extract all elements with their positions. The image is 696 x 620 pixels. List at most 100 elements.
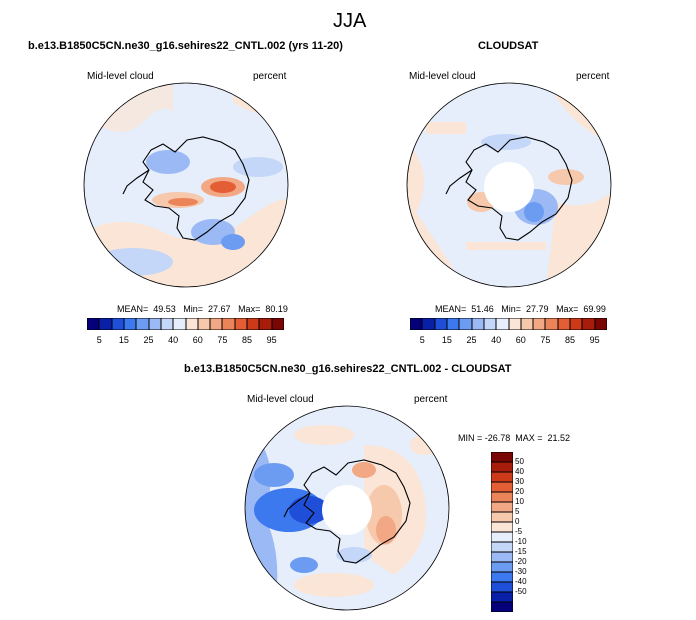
colorbar-swatch <box>491 592 513 602</box>
colorbar-swatch <box>148 318 161 330</box>
obs-colorbar-ticks: 5 15 25 40 60 75 85 95 <box>410 335 607 347</box>
colorbar-swatch <box>491 602 513 612</box>
colorbar-swatch <box>570 318 583 330</box>
colorbar-tick-label: 0 <box>515 517 520 526</box>
colorbar-swatch <box>491 542 513 552</box>
obs-panel-title: CLOUDSAT <box>478 40 539 52</box>
colorbar-swatch <box>173 318 186 330</box>
colorbar-swatch <box>557 318 571 330</box>
colorbar-tick-label: 40 <box>168 335 179 345</box>
colorbar-swatch <box>483 318 497 330</box>
colorbar-swatch <box>496 318 509 330</box>
colorbar-swatch <box>491 532 513 542</box>
diff-stats: MIN = -26.78 MAX = 21.52 <box>458 433 571 443</box>
colorbar-swatch <box>520 318 534 330</box>
colorbar-swatch <box>533 318 546 330</box>
colorbar-tick-label: 25 <box>466 335 477 345</box>
diff-units-label: percent <box>414 394 448 405</box>
colorbar-tick-label: 85 <box>565 335 576 345</box>
colorbar-swatch <box>491 522 513 532</box>
colorbar-tick-label: 5 <box>515 507 520 516</box>
colorbar-swatch <box>197 318 211 330</box>
colorbar-swatch <box>222 318 235 330</box>
obs-variable-label: Mid-level cloud <box>409 71 476 82</box>
diff-variable-label: Mid-level cloud <box>247 394 314 405</box>
colorbar-tick-label: 5 <box>96 335 102 345</box>
colorbar-swatch <box>271 318 284 330</box>
colorbar-swatch <box>446 318 460 330</box>
colorbar-swatch <box>185 318 198 330</box>
colorbar-swatch <box>160 318 174 330</box>
colorbar-tick-label: 75 <box>217 335 228 345</box>
colorbar-swatch <box>123 318 137 330</box>
model-colorbar <box>87 318 284 330</box>
colorbar-swatch <box>491 452 513 462</box>
obs-stats: MEAN= 51.46 Min= 27.79 Max= 69.99 <box>435 304 606 314</box>
colorbar-tick-label: 25 <box>143 335 154 345</box>
colorbar-swatch <box>87 318 100 330</box>
colorbar-swatch <box>210 318 223 330</box>
colorbar-swatch <box>247 318 260 330</box>
colorbar-swatch <box>508 318 521 330</box>
colorbar-swatch <box>234 318 248 330</box>
model-panel-title: b.e13.B1850C5CN.ne30_g16.sehires22_CNTL.… <box>28 40 343 52</box>
colorbar-swatch <box>594 318 607 330</box>
obs-units-label: percent <box>576 71 610 82</box>
colorbar-swatch <box>434 318 447 330</box>
colorbar-swatch <box>136 318 149 330</box>
colorbar-tick-label: 60 <box>515 335 526 345</box>
colorbar-tick-label: 50 <box>515 457 524 466</box>
colorbar-swatch <box>111 318 124 330</box>
colorbar-tick-label: -30 <box>515 567 527 576</box>
colorbar-tick-label: -40 <box>515 577 527 586</box>
colorbar-swatch <box>99 318 112 330</box>
obs-colorbar <box>410 318 607 330</box>
colorbar-swatch <box>491 562 513 572</box>
colorbar-swatch <box>545 318 558 330</box>
diff-colorbar-ticks: 50 40 30 20 10 5 0 -5 -10 -15 -20 -30 -40 -50 <box>513 452 543 612</box>
colorbar-tick-label: 40 <box>515 467 524 476</box>
diff-colorbar <box>491 452 513 612</box>
colorbar-swatch <box>459 318 472 330</box>
page-title: JJA <box>333 10 367 32</box>
colorbar-tick-label: 85 <box>242 335 253 345</box>
colorbar-swatch <box>491 492 513 502</box>
colorbar-swatch <box>491 512 513 522</box>
colorbar-tick-label: -10 <box>515 537 527 546</box>
colorbar-tick-label: 95 <box>266 335 277 345</box>
colorbar-tick-label: 5 <box>419 335 425 345</box>
colorbar-swatch <box>491 582 513 592</box>
obs-polar-map <box>406 82 612 288</box>
colorbar-tick-label: 20 <box>515 487 524 496</box>
colorbar-swatch <box>491 502 513 512</box>
colorbar-tick-label: -20 <box>515 557 527 566</box>
colorbar-swatch <box>491 482 513 492</box>
colorbar-swatch <box>422 318 435 330</box>
colorbar-swatch <box>491 572 513 582</box>
model-colorbar-ticks: 5 15 25 40 60 75 85 95 <box>87 335 284 347</box>
model-polar-map <box>83 82 289 288</box>
colorbar-tick-label: 60 <box>192 335 203 345</box>
colorbar-tick-label: -50 <box>515 587 527 596</box>
model-units-label: percent <box>253 71 287 82</box>
obs-polar-hole <box>484 162 534 212</box>
colorbar-tick-label: 30 <box>515 477 524 486</box>
colorbar-tick-label: 15 <box>118 335 129 345</box>
colorbar-swatch <box>410 318 423 330</box>
colorbar-tick-label: -15 <box>515 547 527 556</box>
colorbar-swatch <box>491 462 513 472</box>
model-stats: MEAN= 49.53 Min= 27.67 Max= 80.19 <box>117 304 288 314</box>
diff-polar-map <box>244 405 450 611</box>
colorbar-tick-label: 95 <box>589 335 600 345</box>
colorbar-swatch <box>491 472 513 482</box>
colorbar-swatch <box>259 318 272 330</box>
diff-polar-hole <box>322 485 372 535</box>
diff-panel-title: b.e13.B1850C5CN.ne30_g16.sehires22_CNTL.… <box>184 363 512 375</box>
colorbar-tick-label: 10 <box>515 497 524 506</box>
colorbar-tick-label: -5 <box>515 527 523 536</box>
colorbar-swatch <box>471 318 484 330</box>
colorbar-tick-label: 75 <box>540 335 551 345</box>
colorbar-swatch <box>582 318 595 330</box>
colorbar-tick-label: 40 <box>491 335 502 345</box>
colorbar-tick-label: 15 <box>441 335 452 345</box>
